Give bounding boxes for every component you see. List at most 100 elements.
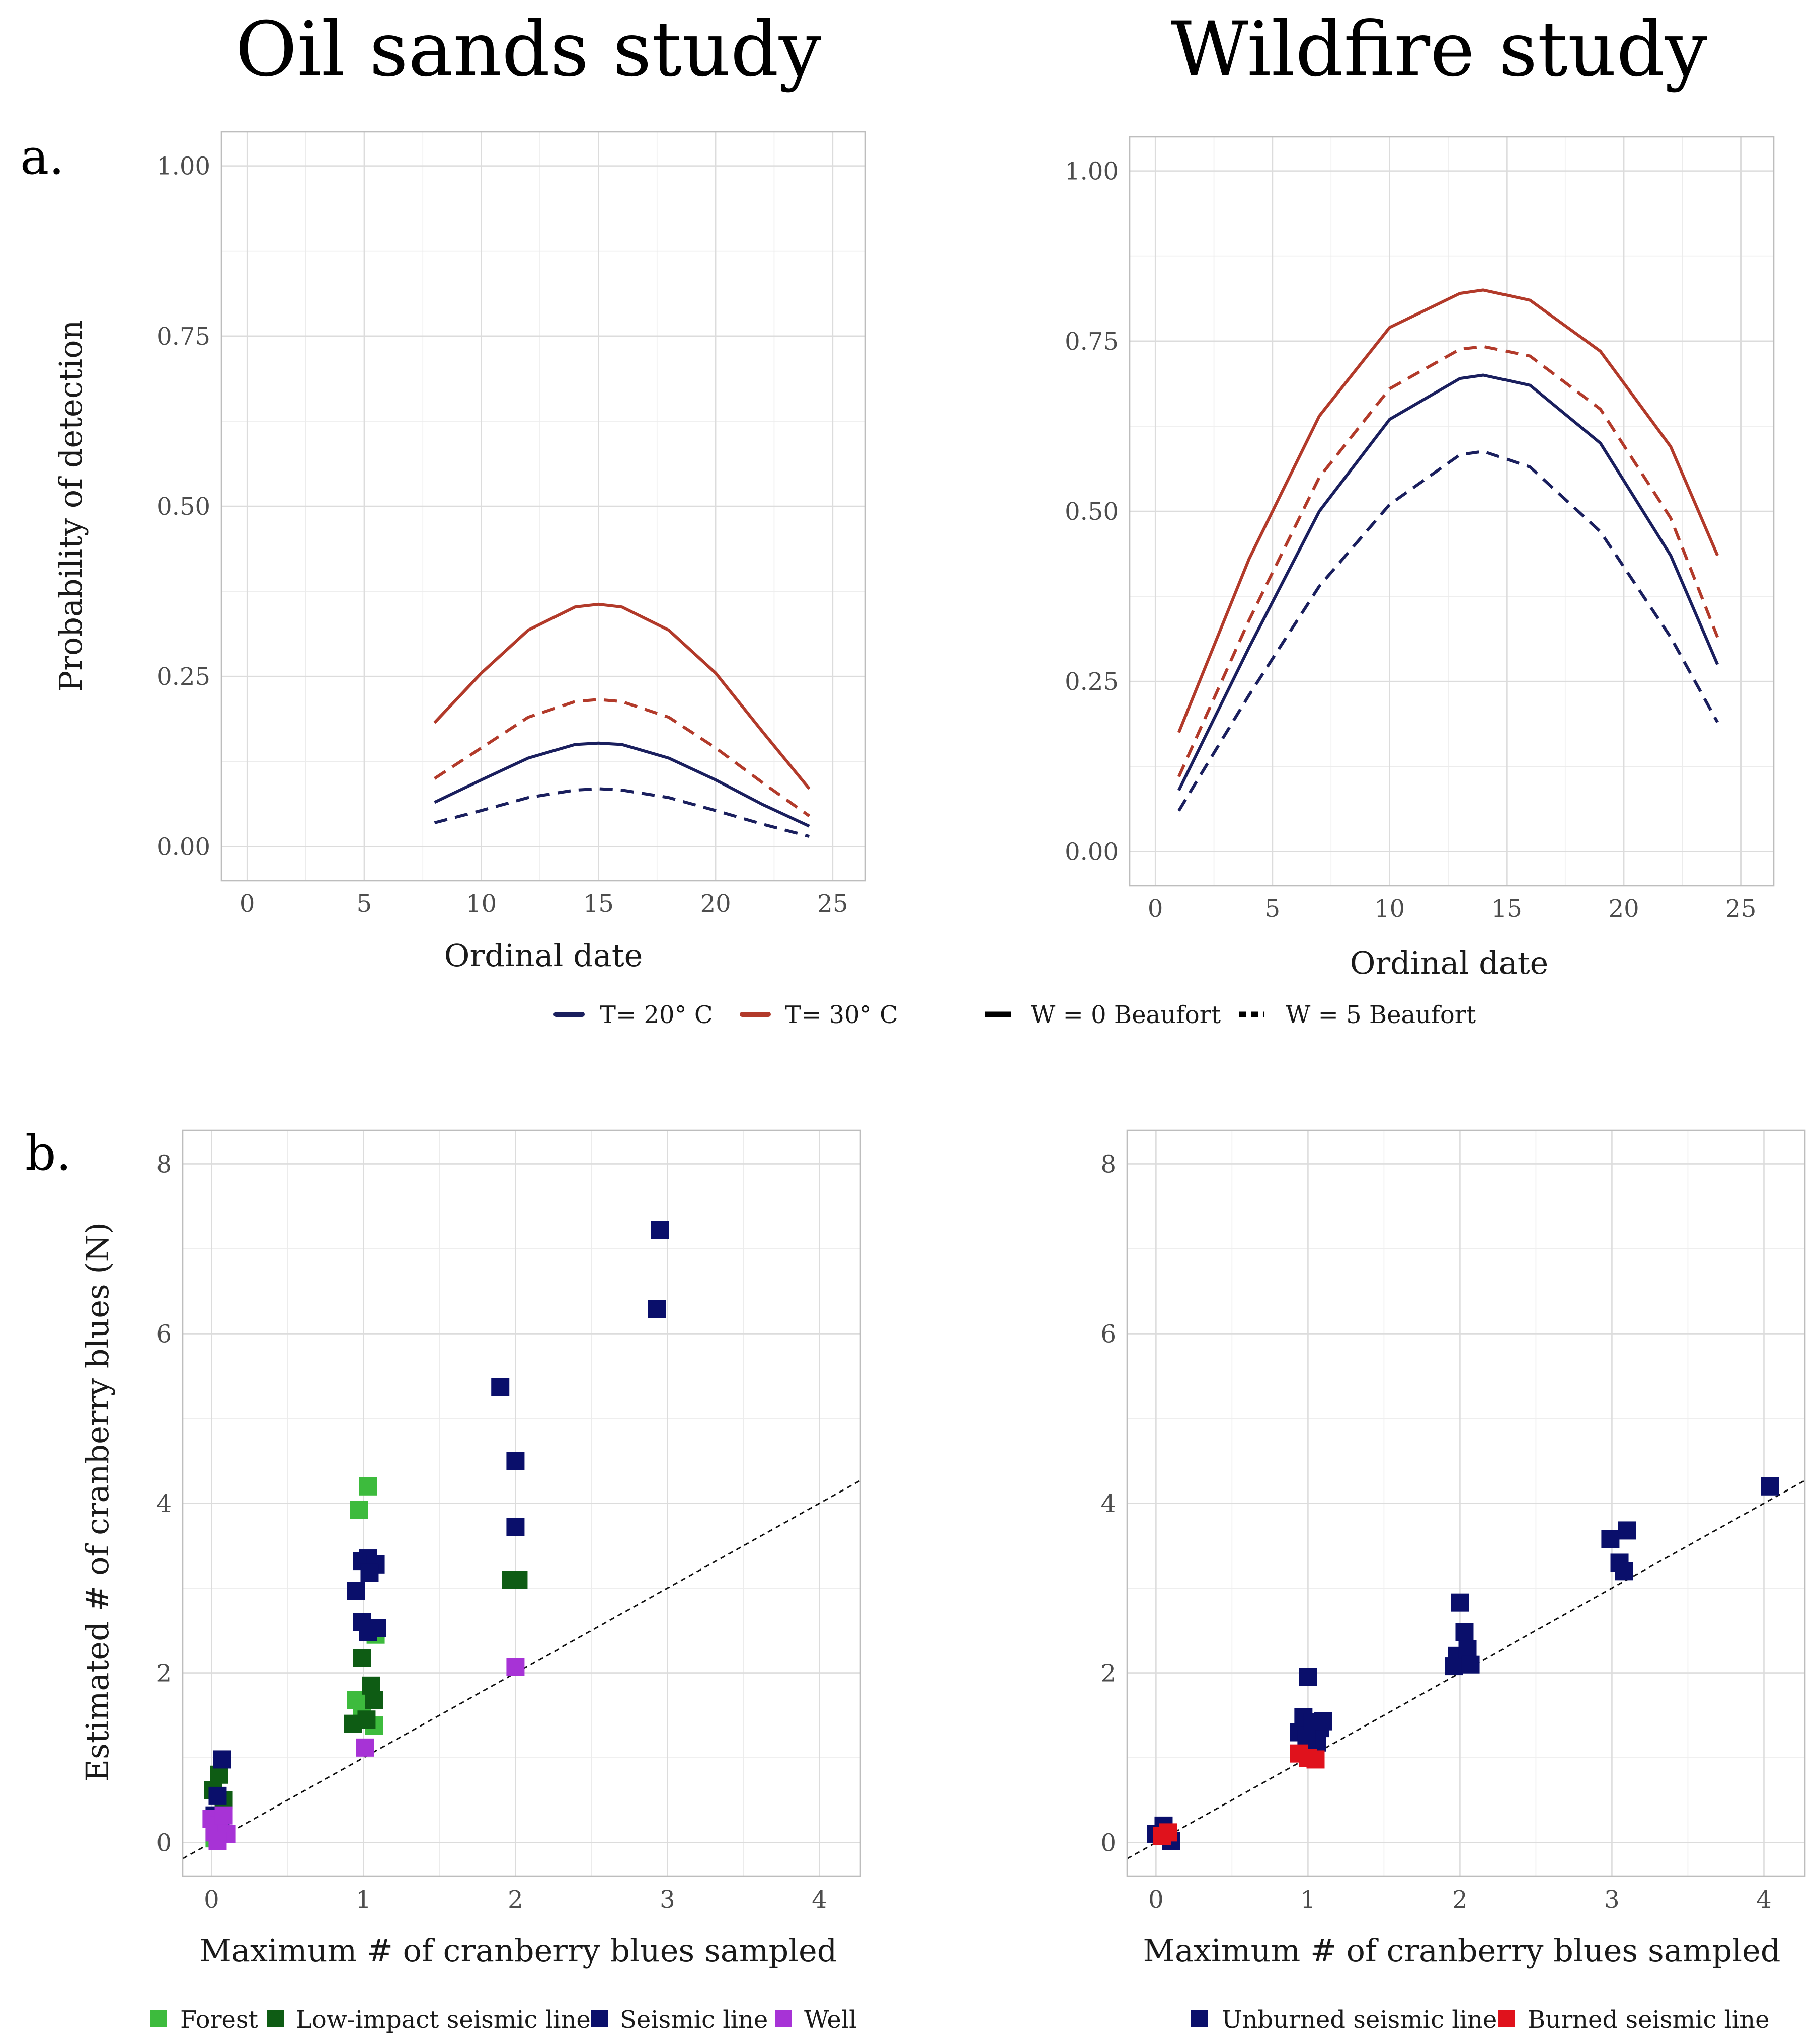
panel-b-fire-x-ticks: 0 1 2 3 4: [1148, 1886, 1772, 1914]
panel-a-fire-y-ticks: 0.00 0.25 0.50 0.75 1.00: [1065, 158, 1119, 867]
panel-b-oil-frame: [182, 1129, 861, 1877]
data-point: [506, 1658, 525, 1676]
y-tick-label: 0.25: [156, 663, 210, 691]
panel-a-oil-y-ticks: 0.00 0.25 0.50 0.75 1.00: [156, 152, 210, 861]
data-point: [1314, 1712, 1332, 1731]
panel-a-oil-frame: [220, 131, 866, 882]
legend-swatch-burned: [1498, 2010, 1515, 2027]
y-tick-label: 0.75: [1065, 328, 1119, 356]
x-tick-label: 0: [240, 890, 255, 918]
oil-sands-title: Oil sands study: [235, 6, 822, 94]
series-line: [433, 602, 811, 790]
y-tick-label: 6: [1100, 1320, 1116, 1348]
legend-swatch-seismic: [591, 2010, 608, 2027]
y-tick-label: 0.50: [156, 493, 210, 521]
y-tick-label: 8: [156, 1150, 172, 1179]
data-point: [1618, 1521, 1636, 1540]
y-tick-label: 2: [1100, 1660, 1116, 1688]
x-tick-label: 0: [204, 1886, 219, 1914]
data-point: [648, 1300, 666, 1318]
data-point: [357, 1710, 376, 1729]
reference-line: [1127, 1479, 1805, 1859]
data-point: [509, 1571, 528, 1589]
panel-label-b: b.: [25, 1125, 71, 1182]
x-tick-label: 3: [1604, 1886, 1620, 1914]
data-point: [1458, 1640, 1477, 1659]
series-line: [434, 741, 810, 828]
x-tick-label: 25: [817, 890, 848, 918]
y-tick-label: 4: [1100, 1490, 1116, 1518]
data-point: [365, 1691, 383, 1709]
y-tick-label: 8: [1100, 1150, 1116, 1179]
data-point: [1461, 1655, 1480, 1674]
y-tick-label: 6: [156, 1320, 172, 1348]
panel-b-oil-series: [182, 1221, 861, 1859]
series-line: [1177, 345, 1719, 777]
panel-b-fire-frame: [1126, 1129, 1806, 1877]
data-point: [491, 1378, 510, 1396]
legend-label-well: Well: [804, 2006, 857, 2034]
x-tick-label: 20: [1609, 895, 1639, 923]
data-point: [1455, 1623, 1474, 1641]
series-line: [434, 787, 810, 838]
panel-b-oil-sands: 0 2 4 6 8 0 1 2 3 4 Maximum # of cranberry blues…: [79, 1129, 861, 1969]
data-point: [1306, 1750, 1325, 1769]
y-tick-label: 0.25: [1065, 668, 1119, 696]
panel-a-oil-sands: 0.00 0.25 0.50 0.75 1.00 0 5 10 15 20 25 Ordinal …: [52, 131, 866, 974]
y-tick-label: 0.75: [156, 323, 210, 351]
panel-b-oil-y-axis-label: Estimated # of cranberry blues (N): [79, 1222, 116, 1782]
data-point: [1159, 1823, 1177, 1842]
series-line: [433, 698, 811, 817]
y-tick-label: 0.00: [1065, 838, 1119, 866]
panel-a-fire-x-ticks: 0 5 10 15 20 25: [1148, 895, 1756, 923]
y-tick-label: 0: [1100, 1829, 1116, 1857]
legend-swatch-well: [775, 2010, 792, 2027]
panel-a-oil-gridlines: [221, 132, 865, 881]
y-tick-label: 0.50: [1065, 498, 1119, 526]
data-point: [1299, 1668, 1317, 1686]
reference-line: [182, 1479, 861, 1859]
panel-b-fire-gridlines: [1127, 1130, 1805, 1876]
panel-a-oil-series: [433, 602, 811, 838]
legend-swatch-unburned: [1191, 2010, 1208, 2027]
panel-b-oil-x-axis-label: Maximum # of cranberry blues sampled: [200, 1932, 837, 1969]
x-tick-label: 0: [1148, 895, 1163, 923]
x-tick-label: 2: [1452, 1886, 1468, 1914]
panel-b-fire-x-axis-label: Maximum # of cranberry blues sampled: [1143, 1932, 1781, 1969]
panel-b-oil-y-ticks: 0 2 4 6 8: [156, 1150, 172, 1857]
panel-b-oil-x-ticks: 0 1 2 3 4: [204, 1886, 827, 1914]
data-point: [353, 1649, 371, 1667]
panel-b-oil-gridlines: [183, 1130, 860, 1876]
wildfire-title: Wildfire study: [1171, 6, 1708, 94]
panel-a-oil-x-axis-label: Ordinal date: [444, 937, 643, 974]
y-tick-label: 4: [156, 1490, 172, 1518]
data-point: [506, 1452, 525, 1470]
x-tick-label: 2: [508, 1886, 523, 1914]
legend-label-burned: Burned seismic line: [1528, 2006, 1770, 2034]
y-tick-label: 0.00: [156, 833, 210, 861]
legend-b-fire: Unburned seismic line Burned seismic lin…: [1191, 2006, 1770, 2034]
legend-label-unburned: Unburned seismic line: [1222, 2006, 1497, 2034]
x-tick-label: 10: [1374, 895, 1405, 923]
data-point: [208, 1786, 227, 1805]
data-point: [506, 1518, 525, 1536]
x-tick-label: 4: [1756, 1886, 1772, 1914]
x-tick-label: 1: [356, 1886, 371, 1914]
x-tick-label: 4: [812, 1886, 827, 1914]
series-line: [1177, 288, 1719, 733]
panel-a-fire-frame: [1129, 136, 1775, 887]
legend-label-seismic: Seismic line: [620, 2006, 768, 2034]
x-tick-label: 0: [1148, 1886, 1164, 1914]
data-point: [1601, 1530, 1620, 1548]
legend-label-forest: Forest: [180, 2006, 258, 2034]
legend-label-w0: W = 0 Beaufort: [1031, 1001, 1221, 1029]
x-tick-label: 5: [1265, 895, 1281, 923]
data-point: [1615, 1562, 1633, 1581]
panel-a-fire-gridlines: [1130, 137, 1774, 886]
y-tick-label: 2: [156, 1660, 172, 1688]
legend-swatch-low-impact: [267, 2010, 284, 2027]
panel-a-fire-series: [1177, 288, 1719, 812]
data-point: [359, 1477, 377, 1496]
data-point: [347, 1582, 365, 1600]
data-point: [360, 1563, 379, 1582]
